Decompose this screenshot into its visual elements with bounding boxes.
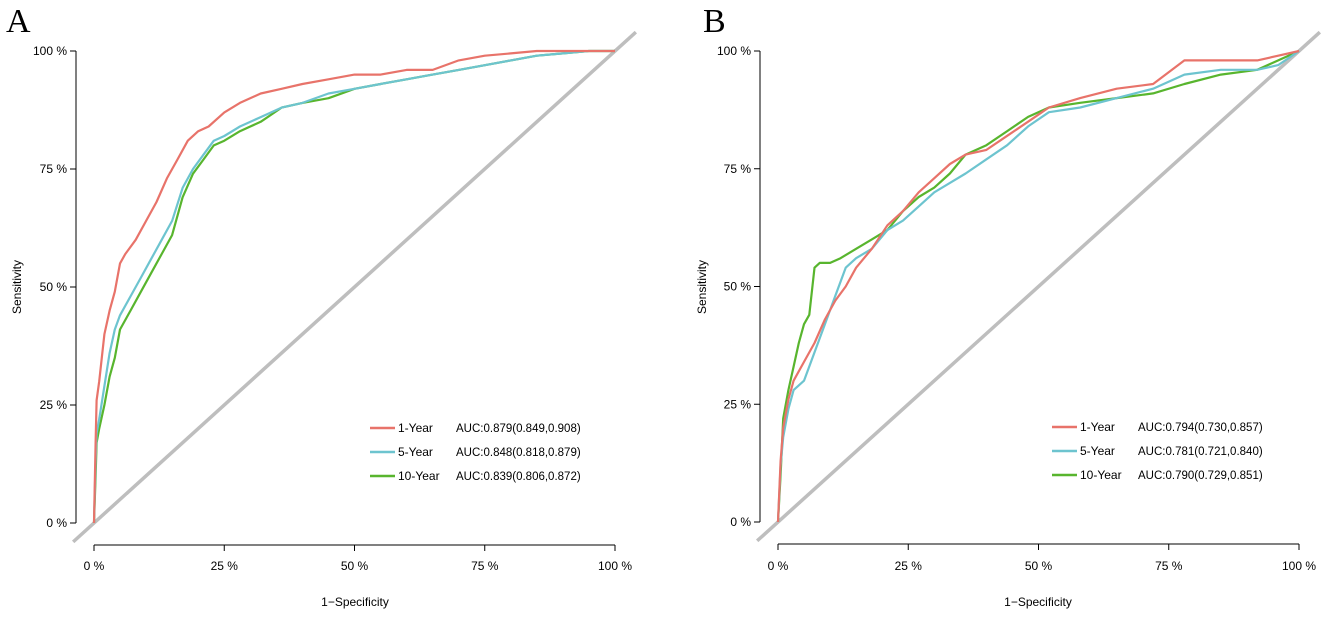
y-axis-label: Sensitivity	[10, 260, 24, 314]
y-axis-label: Sensitivity	[695, 260, 709, 314]
y-tick-label: 50 %	[724, 280, 752, 294]
x-tick-label: 75 %	[1155, 559, 1183, 573]
legend: 1-Year AUC:0.879(0.849,0.908) 5-Year AUC:0.…	[370, 421, 581, 483]
panel-label: A	[6, 3, 31, 40]
y-tick-label: 0 %	[730, 515, 751, 529]
legend-series-name: 10-Year	[398, 469, 440, 483]
roc-curve-5-year	[776, 50, 1300, 523]
x-tick-label: 75 %	[471, 559, 499, 573]
legend-auc-value: AUC:0.848(0.818,0.879)	[456, 447, 581, 459]
y-tick-label: 50 %	[40, 280, 68, 294]
legend-series-name: 1-Year	[398, 421, 433, 435]
legend-series-name: 5-Year	[1080, 444, 1115, 458]
legend: 1-Year AUC:0.794(0.730,0.857) 5-Year AUC:0.…	[1052, 420, 1263, 482]
y-tick-label: 25 %	[724, 397, 752, 411]
roc-curve-10-year	[776, 49, 1300, 523]
y-tick-label: 100 %	[33, 44, 67, 58]
x-axis-label: 1−Specificity	[321, 595, 389, 609]
legend-auc-value: AUC:0.794(0.730,0.857)	[1138, 422, 1263, 434]
y-tick-label: 75 %	[724, 162, 752, 176]
reference-diagonal-line	[71, 30, 638, 544]
x-axis-label: 1−Specificity	[1004, 595, 1072, 609]
roc-panel-b: B 1−Specificity Sensitivity 0 % 25 % 50 % 7…	[695, 3, 1322, 609]
y-tick-label: 75 %	[40, 162, 68, 176]
x-tick-label: 100 %	[598, 559, 632, 573]
reference-diagonal-line	[755, 30, 1322, 543]
x-tick-label: 0 %	[84, 559, 105, 573]
x-tick-label: 25 %	[895, 559, 923, 573]
roc-curve-1-year	[776, 49, 1300, 523]
x-tick-label: 25 %	[211, 559, 239, 573]
y-tick-label: 100 %	[717, 44, 751, 58]
panel-label: B	[703, 3, 726, 40]
x-tick-label: 50 %	[1025, 559, 1053, 573]
legend-series-name: 1-Year	[1080, 420, 1115, 434]
legend-auc-value: AUC:0.839(0.806,0.872)	[456, 471, 581, 483]
x-tick-label: 50 %	[341, 559, 369, 573]
roc-curve-5-year	[92, 49, 615, 524]
x-tick-label: 100 %	[1282, 559, 1316, 573]
legend-auc-value: AUC:0.781(0.721,0.840)	[1138, 446, 1263, 458]
legend-auc-value: AUC:0.879(0.849,0.908)	[456, 423, 581, 435]
y-tick-label: 25 %	[40, 398, 68, 412]
legend-series-name: 5-Year	[398, 445, 433, 459]
legend-series-name: 10-Year	[1080, 468, 1122, 482]
y-tick-label: 0 %	[46, 516, 67, 530]
legend-auc-value: AUC:0.790(0.729,0.851)	[1138, 470, 1263, 482]
roc-panel-a: A 1−Specificity Sensitivity 0 % 25 % 50 % 7…	[6, 3, 638, 609]
roc-curve-1-year	[92, 49, 615, 524]
x-tick-label: 0 %	[768, 559, 789, 573]
